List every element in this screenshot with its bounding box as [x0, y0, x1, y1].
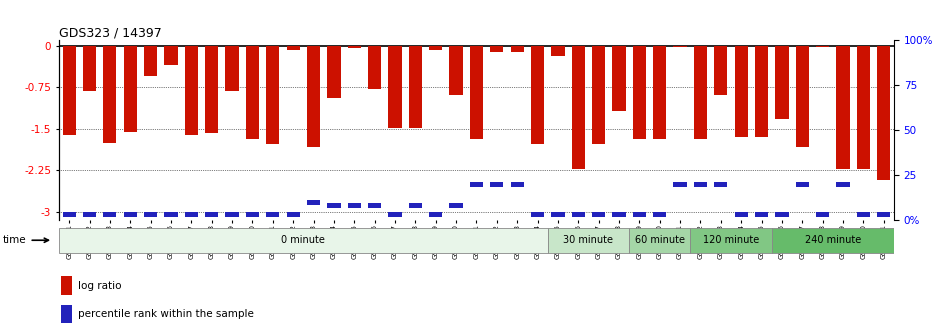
Bar: [184, 212, 198, 217]
Bar: [653, 212, 667, 217]
Bar: [632, 46, 646, 139]
Bar: [266, 212, 280, 217]
Bar: [511, 46, 524, 52]
Bar: [775, 212, 788, 217]
Bar: [673, 182, 687, 186]
Bar: [694, 46, 708, 139]
Bar: [511, 182, 524, 186]
Bar: [470, 46, 483, 139]
Bar: [694, 182, 708, 186]
Bar: [592, 212, 605, 217]
FancyBboxPatch shape: [59, 228, 548, 253]
Text: 0 minute: 0 minute: [281, 235, 325, 245]
Bar: [857, 212, 870, 217]
Bar: [429, 212, 442, 217]
Bar: [837, 182, 849, 186]
Bar: [388, 46, 401, 128]
Bar: [734, 46, 747, 137]
Bar: [61, 304, 72, 323]
Bar: [552, 212, 565, 217]
Text: time: time: [3, 235, 49, 245]
Bar: [470, 182, 483, 186]
Text: percentile rank within the sample: percentile rank within the sample: [78, 309, 253, 319]
Bar: [245, 46, 259, 139]
Bar: [225, 212, 239, 217]
Bar: [205, 212, 219, 217]
Text: 30 minute: 30 minute: [563, 235, 613, 245]
Bar: [63, 212, 76, 217]
Bar: [857, 46, 870, 169]
Text: GDS323 / 14397: GDS323 / 14397: [59, 26, 162, 39]
Bar: [327, 203, 340, 208]
Bar: [104, 46, 116, 143]
Bar: [734, 212, 747, 217]
Bar: [775, 46, 788, 119]
Bar: [531, 46, 544, 144]
Bar: [450, 203, 463, 208]
Bar: [225, 46, 239, 91]
Bar: [592, 46, 605, 144]
Bar: [83, 46, 96, 91]
Bar: [144, 46, 157, 76]
Bar: [184, 46, 198, 135]
Bar: [796, 46, 809, 146]
Bar: [714, 46, 728, 94]
Bar: [83, 212, 96, 217]
Bar: [63, 46, 76, 135]
Bar: [877, 46, 890, 180]
Bar: [632, 212, 646, 217]
Bar: [714, 182, 728, 186]
Bar: [490, 46, 503, 52]
Bar: [572, 212, 585, 217]
Bar: [124, 46, 137, 132]
Bar: [409, 46, 422, 128]
Bar: [144, 212, 157, 217]
Bar: [653, 46, 667, 139]
Bar: [165, 46, 178, 65]
Text: 60 minute: 60 minute: [634, 235, 685, 245]
Bar: [755, 212, 768, 217]
FancyBboxPatch shape: [548, 228, 630, 253]
Bar: [673, 46, 687, 47]
FancyBboxPatch shape: [690, 228, 772, 253]
FancyBboxPatch shape: [772, 228, 894, 253]
Text: log ratio: log ratio: [78, 281, 121, 291]
Text: 120 minute: 120 minute: [703, 235, 759, 245]
Bar: [286, 212, 300, 217]
Bar: [490, 182, 503, 186]
Bar: [755, 46, 768, 137]
Bar: [388, 212, 401, 217]
Bar: [409, 203, 422, 208]
Text: 240 minute: 240 minute: [805, 235, 861, 245]
Bar: [429, 46, 442, 50]
Bar: [837, 46, 849, 169]
Bar: [165, 212, 178, 217]
Bar: [307, 46, 320, 146]
Bar: [816, 46, 829, 47]
Bar: [450, 46, 463, 94]
Bar: [348, 46, 360, 47]
Bar: [61, 276, 72, 295]
Bar: [327, 46, 340, 98]
Bar: [552, 46, 565, 56]
Bar: [368, 46, 381, 89]
Bar: [245, 212, 259, 217]
Bar: [368, 203, 381, 208]
Bar: [796, 182, 809, 186]
Bar: [104, 212, 116, 217]
Bar: [612, 212, 626, 217]
Bar: [877, 212, 890, 217]
Bar: [205, 46, 219, 133]
Bar: [816, 212, 829, 217]
Bar: [612, 46, 626, 111]
FancyBboxPatch shape: [630, 228, 690, 253]
Bar: [307, 200, 320, 205]
Bar: [531, 212, 544, 217]
Bar: [572, 46, 585, 169]
Bar: [266, 46, 280, 144]
Bar: [286, 46, 300, 50]
Bar: [124, 212, 137, 217]
Bar: [348, 203, 360, 208]
